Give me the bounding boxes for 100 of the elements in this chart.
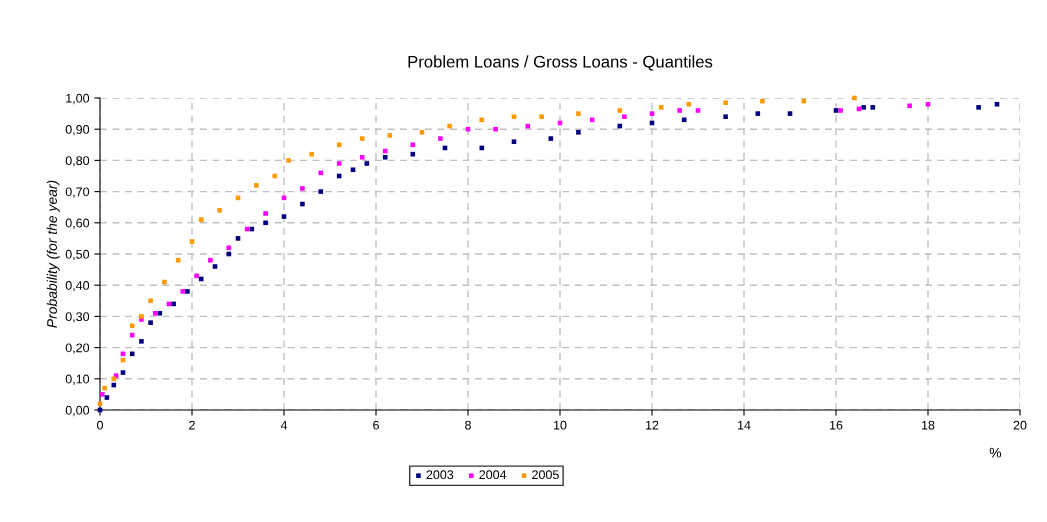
- point: [617, 123, 623, 129]
- point: [336, 161, 342, 166]
- point: [194, 273, 199, 279]
- point: [235, 236, 241, 241]
- x-tick-label: 10: [554, 420, 567, 430]
- y-tick-label: 0,30: [65, 312, 90, 323]
- legend-label: 2003: [426, 470, 454, 480]
- point: [129, 323, 135, 329]
- point: [382, 148, 388, 154]
- point: [263, 211, 268, 216]
- point: [198, 217, 204, 222]
- point: [102, 385, 107, 391]
- point: [129, 351, 135, 357]
- point: [152, 310, 158, 316]
- point: [300, 201, 305, 207]
- point: [217, 208, 222, 213]
- x-tick-label: 6: [373, 420, 379, 430]
- point: [171, 301, 176, 307]
- x-tick-label: 20: [1013, 420, 1027, 430]
- point: [148, 298, 153, 304]
- point: [139, 339, 144, 344]
- point: [100, 392, 105, 397]
- y-axis-title: Probability (for the year): [46, 180, 60, 328]
- point: [350, 167, 356, 173]
- x-tick-label: 2: [189, 420, 195, 430]
- point: [300, 186, 305, 191]
- point: [129, 332, 135, 338]
- point: [525, 123, 531, 129]
- x-tick-label: 16: [830, 420, 843, 430]
- legend-label: 2004: [479, 470, 507, 480]
- point: [801, 98, 807, 104]
- x-tick-label: 0: [97, 420, 103, 430]
- point: [994, 101, 1000, 107]
- point: [162, 279, 167, 285]
- point: [111, 376, 117, 382]
- point: [359, 154, 365, 160]
- point: [157, 310, 163, 316]
- point: [838, 108, 843, 113]
- point: [286, 158, 291, 163]
- y-tick-label: 0,00: [65, 405, 90, 417]
- point: [410, 151, 416, 157]
- point: [479, 145, 485, 151]
- point: [787, 111, 793, 116]
- point: [120, 370, 126, 375]
- point: [419, 130, 425, 135]
- point: [617, 108, 623, 113]
- point: [976, 105, 981, 110]
- point: [681, 117, 687, 123]
- chart-title: Problem Loans / Gross Loans - Quantiles: [408, 55, 713, 71]
- point: [148, 320, 153, 325]
- point: [465, 126, 471, 132]
- point: [622, 114, 627, 120]
- x-tick-label: 8: [465, 420, 471, 430]
- y-tick-label: 0,20: [65, 343, 90, 354]
- point: [318, 170, 324, 176]
- point: [649, 111, 655, 116]
- point: [336, 173, 342, 179]
- legend-label: 2005: [532, 470, 559, 480]
- point: [189, 239, 195, 244]
- x-tick-label: 4: [280, 420, 288, 430]
- x-tick-label: 12: [646, 420, 659, 430]
- point: [97, 401, 103, 407]
- point: [861, 105, 866, 110]
- y-tick-label: 1,00: [66, 93, 90, 105]
- point: [548, 136, 554, 141]
- point: [576, 130, 581, 135]
- point: [658, 105, 664, 110]
- point: [263, 220, 268, 226]
- point: [511, 139, 517, 144]
- point: [493, 126, 498, 132]
- point: [870, 105, 876, 110]
- point: [677, 108, 682, 113]
- y-tick-label: 0,70: [65, 187, 90, 198]
- point: [695, 108, 701, 113]
- point: [907, 103, 912, 109]
- point: [336, 142, 342, 148]
- point: [309, 151, 314, 157]
- x-tick-label: 18: [922, 420, 935, 430]
- point: [281, 214, 287, 219]
- point: [382, 154, 388, 160]
- point: [447, 123, 452, 129]
- point: [359, 136, 365, 141]
- y-tick-label: 0,10: [65, 374, 90, 385]
- point: [589, 117, 595, 123]
- point: [185, 289, 190, 294]
- y-tick-label: 0,90: [65, 125, 90, 136]
- point: [833, 108, 839, 113]
- point: [198, 276, 204, 282]
- point: [410, 142, 416, 148]
- point: [318, 189, 324, 194]
- x-axis-title: %: [989, 447, 1002, 458]
- point: [180, 289, 186, 294]
- point: [244, 226, 250, 232]
- point: [755, 111, 761, 116]
- point: [272, 173, 278, 179]
- point: [539, 114, 544, 120]
- y-tick-label: 0,40: [65, 281, 90, 292]
- point: [387, 133, 393, 138]
- y-tick-label: 0,50: [65, 249, 90, 261]
- point: [212, 264, 218, 269]
